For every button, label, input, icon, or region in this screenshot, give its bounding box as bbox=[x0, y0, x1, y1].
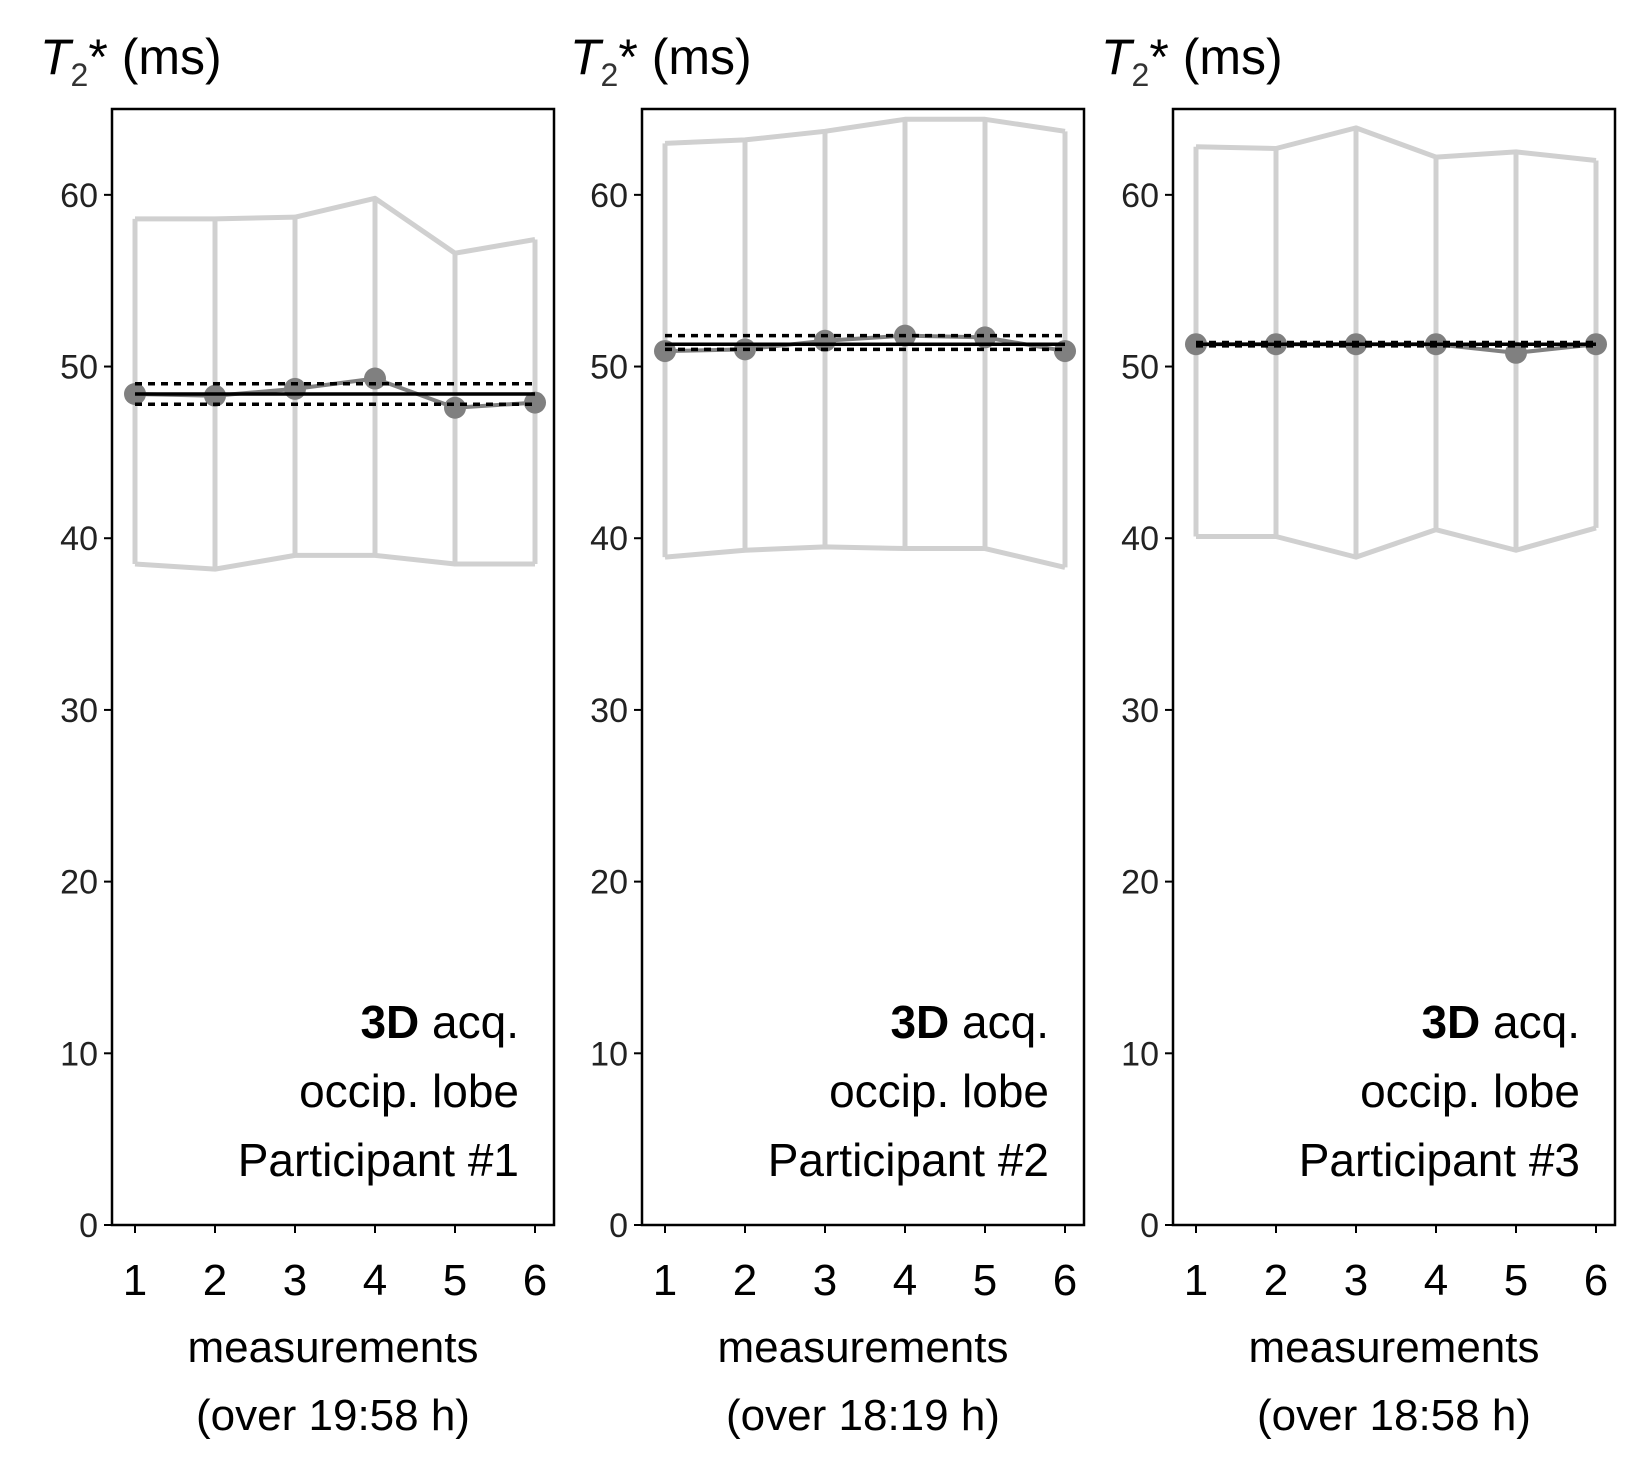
lower-range-line bbox=[664, 544, 1066, 570]
x-tick-label: 2 bbox=[203, 1256, 227, 1305]
x-tick-label: 5 bbox=[973, 1256, 997, 1305]
y-tick-label: 60 bbox=[1121, 177, 1159, 215]
y-axis-label-variable: T bbox=[1101, 29, 1135, 85]
y-tick-label: 40 bbox=[60, 520, 98, 558]
annotation-line-1: 3D acq. bbox=[890, 996, 1049, 1048]
y-tick-label: 30 bbox=[1121, 692, 1159, 730]
annotation-rest: acq. bbox=[419, 996, 519, 1048]
annotation-rest: acq. bbox=[1480, 996, 1580, 1048]
y-axis-label-subscript: 2 bbox=[71, 57, 89, 93]
annotation-bold: 3D bbox=[360, 996, 419, 1048]
y-tick-label: 50 bbox=[1121, 349, 1159, 387]
y-tick-label: 60 bbox=[590, 177, 628, 215]
plot-frame bbox=[1171, 107, 1617, 1227]
annotation-line-3: Participant #1 bbox=[238, 1134, 519, 1186]
y-tick-label: 60 bbox=[60, 177, 98, 215]
y-axis-label: T2* (ms) bbox=[570, 29, 752, 93]
x-tick-label: 5 bbox=[1504, 1256, 1528, 1305]
upper-range-line bbox=[664, 116, 1066, 146]
data-point bbox=[284, 377, 306, 400]
x-tick-label: 4 bbox=[363, 1256, 387, 1305]
x-tick-label: 6 bbox=[1053, 1256, 1077, 1305]
y-axis-label-unit: * (ms) bbox=[88, 29, 221, 85]
data-point bbox=[364, 367, 386, 390]
y-tick-label: 0 bbox=[1140, 1207, 1159, 1245]
annotation-line-1: 3D acq. bbox=[1421, 996, 1580, 1048]
x-axis-label: measurements bbox=[187, 1323, 478, 1372]
x-axis-sublabel: (over 18:58 h) bbox=[1257, 1391, 1531, 1440]
annotation-line-2: occip. lobe bbox=[829, 1065, 1049, 1117]
y-tick-label: 50 bbox=[590, 349, 628, 387]
x-tick-label: 4 bbox=[1424, 1256, 1448, 1305]
y-tick-label: 40 bbox=[590, 520, 628, 558]
x-tick-label: 1 bbox=[123, 1256, 147, 1305]
plot-frame bbox=[110, 107, 556, 1227]
y-axis-label-subscript: 2 bbox=[601, 57, 619, 93]
y-tick-label: 10 bbox=[1121, 1035, 1159, 1073]
y-tick-label: 30 bbox=[590, 692, 628, 730]
x-tick-label: 3 bbox=[1344, 1256, 1368, 1305]
x-tick-label: 5 bbox=[443, 1256, 467, 1305]
y-tick-label: 10 bbox=[60, 1035, 98, 1073]
y-tick-label: 40 bbox=[1121, 520, 1159, 558]
x-tick-label: 3 bbox=[813, 1256, 837, 1305]
x-axis-sublabel: (over 18:19 h) bbox=[726, 1391, 1000, 1440]
plot-frame bbox=[640, 107, 1086, 1227]
y-tick-label: 20 bbox=[590, 864, 628, 902]
y-tick-label: 10 bbox=[590, 1035, 628, 1073]
annotation-bold: 3D bbox=[890, 996, 949, 1048]
y-axis-label-variable: T bbox=[40, 29, 74, 85]
data-point bbox=[524, 391, 546, 414]
annotation-line-2: occip. lobe bbox=[299, 1065, 519, 1117]
x-axis-sublabel: (over 19:58 h) bbox=[196, 1391, 470, 1440]
annotation-bold: 3D bbox=[1421, 996, 1480, 1048]
x-tick-label: 2 bbox=[1264, 1256, 1288, 1305]
y-tick-label: 30 bbox=[60, 692, 98, 730]
y-tick-label: 20 bbox=[60, 864, 98, 902]
upper-range-line bbox=[1195, 125, 1597, 163]
annotation-line-2: occip. lobe bbox=[1360, 1065, 1580, 1117]
data-point bbox=[814, 329, 836, 352]
y-axis-label-unit: * (ms) bbox=[1149, 29, 1282, 85]
x-tick-label: 4 bbox=[893, 1256, 917, 1305]
y-axis-label: T2* (ms) bbox=[40, 29, 222, 93]
x-tick-label: 1 bbox=[1184, 1256, 1208, 1305]
x-tick-label: 2 bbox=[733, 1256, 757, 1305]
y-axis-label-subscript: 2 bbox=[1132, 57, 1150, 93]
upper-range-line bbox=[135, 195, 536, 256]
x-axis-label: measurements bbox=[717, 1323, 1008, 1372]
annotation-line-3: Participant #3 bbox=[1299, 1134, 1580, 1186]
x-axis-label: measurements bbox=[1248, 1323, 1539, 1372]
y-axis-label: T2* (ms) bbox=[1101, 29, 1283, 93]
y-tick-label: 0 bbox=[79, 1207, 98, 1245]
x-tick-label: 3 bbox=[283, 1256, 307, 1305]
x-tick-label: 1 bbox=[653, 1256, 677, 1305]
y-axis-label-unit: * (ms) bbox=[618, 29, 751, 85]
data-point bbox=[444, 396, 466, 419]
lower-range-line bbox=[1196, 525, 1597, 560]
annotation-rest: acq. bbox=[949, 996, 1049, 1048]
y-axis-label-variable: T bbox=[570, 29, 604, 85]
y-tick-label: 0 bbox=[609, 1207, 628, 1245]
x-tick-label: 6 bbox=[523, 1256, 547, 1305]
y-tick-label: 20 bbox=[1121, 864, 1159, 902]
x-tick-label: 6 bbox=[1584, 1256, 1608, 1305]
annotation-line-1: 3D acq. bbox=[360, 996, 519, 1048]
lower-range-line bbox=[134, 552, 535, 572]
y-tick-label: 50 bbox=[60, 349, 98, 387]
annotation-line-3: Participant #2 bbox=[768, 1134, 1049, 1186]
